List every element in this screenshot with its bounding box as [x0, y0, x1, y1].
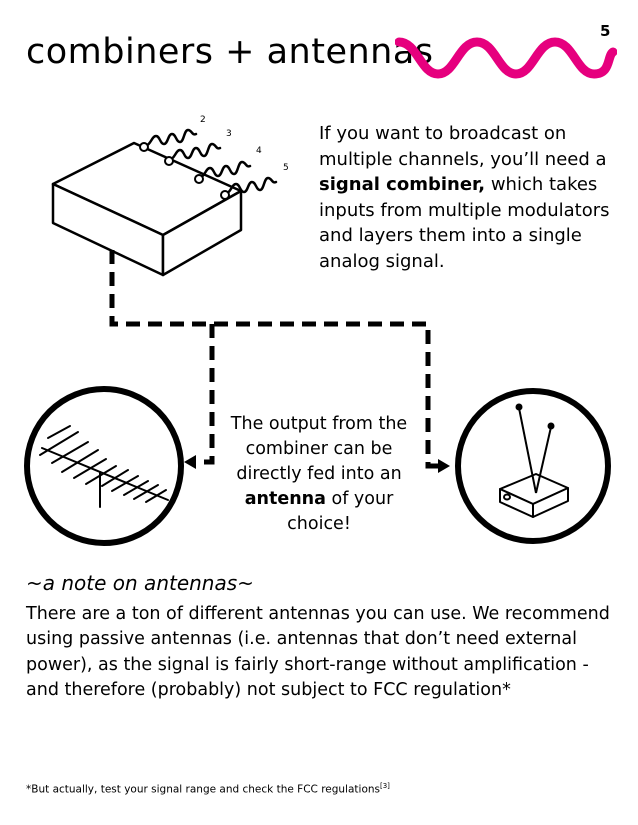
caption-text-before: The output from the combiner can be dire… [230, 414, 408, 484]
combiner-antenna-diagram: 2 3 4 5 [24, 115, 611, 546]
signal-combiner-box-icon [51, 141, 243, 277]
output-caption: The output from the combiner can be dire… [218, 412, 420, 537]
page-number: 5 [600, 22, 611, 40]
caption-text-after: of your choice! [287, 489, 394, 534]
input-label-4: 4 [256, 146, 262, 156]
input-label-3: 3 [226, 129, 232, 139]
note-heading: ~a note on antennas~ [26, 571, 254, 595]
input-cables [144, 128, 278, 196]
output-connector [109, 250, 438, 469]
input-label-2: 2 [200, 115, 206, 125]
arrowheads [184, 455, 450, 473]
squiggle-wave-icon [395, 37, 617, 79]
footnote-text: *But actually, test your signal range an… [26, 783, 380, 796]
intro-bold-term: signal combiner, [319, 174, 486, 195]
note-body: There are a ton of different antennas yo… [26, 604, 610, 700]
rabbit-ears-antenna-icon [455, 388, 611, 544]
caption-bold-term: antenna [244, 489, 326, 509]
footnote-reference: [3] [380, 782, 390, 790]
yagi-antenna-icon [24, 386, 184, 546]
intro-paragraph: If you want to broadcast on multiple cha… [319, 121, 619, 274]
input-labels: 2 3 4 5 [200, 115, 289, 173]
intro-text-before: If you want to broadcast on multiple cha… [319, 123, 607, 170]
arrow-right-icon [438, 459, 450, 473]
intro-text-after: which takes inputs from multiple modulat… [319, 174, 610, 272]
arrow-left-icon [184, 455, 196, 469]
input-label-5: 5 [283, 163, 289, 173]
page-title: combiners + antennas [26, 32, 434, 72]
port-dots [139, 142, 230, 200]
footnote: *But actually, test your signal range an… [26, 782, 390, 796]
